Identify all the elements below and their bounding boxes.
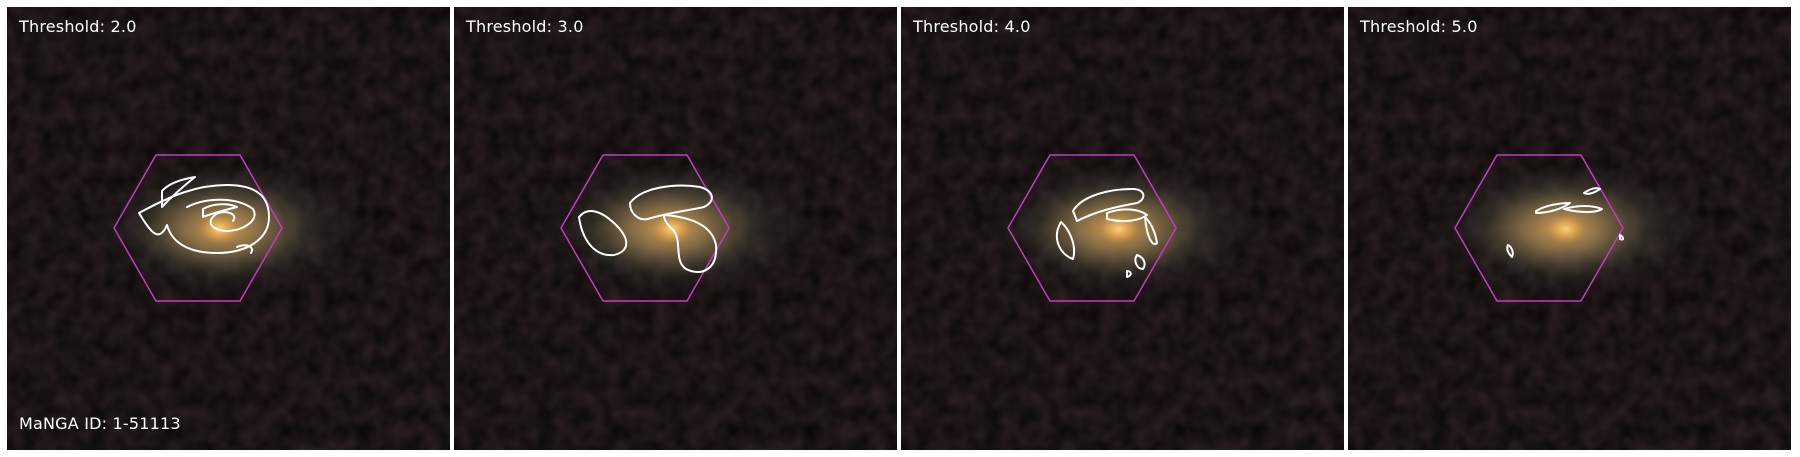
panel-threshold-2: Threshold: 2.0 MaNGA ID: 1-51113 (7, 7, 450, 450)
contour (1055, 188, 1158, 278)
threshold-label: Threshold: 5.0 (1360, 17, 1478, 36)
contour (578, 184, 718, 273)
panel-threshold-4: Threshold: 4.0 (901, 7, 1344, 450)
galaxy-image (7, 7, 450, 450)
threshold-label: Threshold: 2.0 (19, 17, 137, 36)
ifu-hexagon (113, 154, 283, 302)
galaxy-image (901, 7, 1344, 450)
threshold-label: Threshold: 4.0 (913, 17, 1031, 36)
threshold-label: Threshold: 3.0 (466, 17, 584, 36)
panel-threshold-3: Threshold: 3.0 (454, 7, 897, 450)
ifu-hexagon (1007, 154, 1177, 302)
galaxy-image (1348, 7, 1791, 450)
galaxy-image (454, 7, 897, 450)
panel-threshold-5: Threshold: 5.0 (1348, 7, 1791, 450)
contour (1506, 187, 1624, 258)
ifu-hexagon (1454, 154, 1624, 302)
contour (138, 176, 270, 254)
ifu-hexagon (560, 154, 730, 302)
manga-id-label: MaNGA ID: 1-51113 (19, 414, 181, 433)
